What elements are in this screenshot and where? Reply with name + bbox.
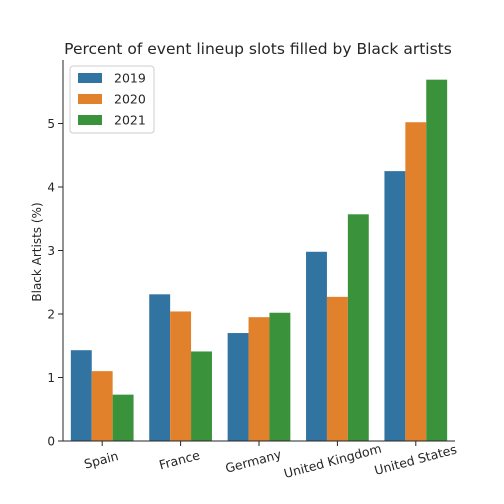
bar-2020-0 (91, 371, 113, 441)
bar-2019-1 (149, 294, 171, 441)
bar-2019-2 (227, 333, 249, 441)
y-tick-label: 3 (47, 244, 55, 258)
legend-swatch-2019 (78, 73, 102, 83)
legend-swatch-2021 (78, 115, 102, 125)
bar-2019-3 (306, 251, 327, 441)
x-tick-label: France (157, 447, 201, 472)
bars-group (70, 79, 448, 441)
bar-2020-1 (170, 311, 192, 441)
y-tick-label: 1 (47, 371, 55, 385)
legend-swatch-2020 (78, 94, 102, 104)
legend-label-2019: 2019 (114, 71, 146, 86)
y-axis-label: Black Artists (%) (30, 202, 44, 301)
bar-2021-4 (426, 79, 448, 441)
bar-2021-0 (112, 394, 134, 441)
x-tick-label: Germany (224, 446, 284, 476)
bar-2021-3 (347, 214, 369, 441)
chart-title: Percent of event lineup slots filled by … (64, 40, 452, 58)
y-tick-label: 2 (47, 308, 55, 322)
legend-label-2020: 2020 (114, 92, 146, 107)
legend-label-2021: 2021 (114, 113, 146, 128)
bar-2021-2 (269, 312, 291, 441)
y-tick-label: 4 (47, 181, 55, 195)
bar-2019-4 (384, 171, 406, 441)
x-tick-label: United States (373, 441, 459, 477)
x-tick-label: Spain (82, 448, 120, 472)
bar-2020-3 (326, 296, 348, 441)
legend: 2019 2020 2021 (69, 65, 155, 134)
y-tick-label: 0 (47, 435, 55, 449)
bar-2019-0 (70, 350, 92, 441)
bar-2021-1 (191, 351, 212, 441)
x-tick-label: United Kingdom (282, 441, 383, 481)
bar-2020-4 (405, 122, 427, 441)
y-tick-label: 5 (47, 117, 55, 131)
bar-2020-2 (248, 317, 270, 441)
